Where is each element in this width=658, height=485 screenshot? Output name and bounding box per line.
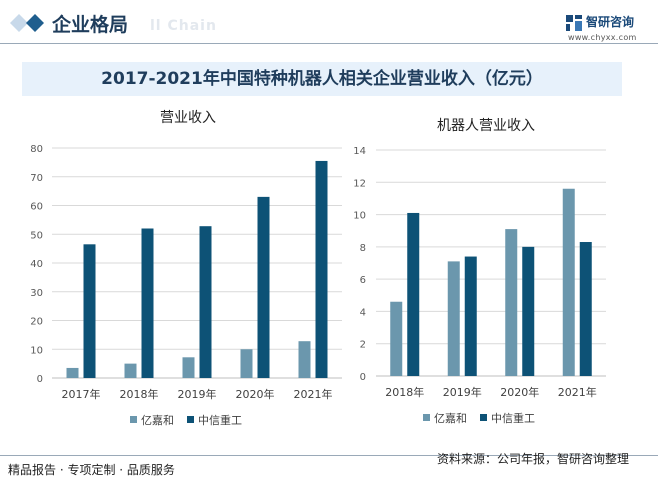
chart-1-y-tick-label: 70 [30,173,43,184]
chart-2-legend-swatch [423,414,430,421]
chart-1-bar-yijiahe [182,357,195,378]
chart-1-bar-citic-heavy [141,228,154,378]
chart-2-bar-yijiahe [505,229,518,376]
chart-1-x-tick-label: 2017年 [62,387,101,401]
chart-2-bar-citic-heavy [464,256,477,376]
chart-1-bar-yijiahe [298,341,311,378]
chart-1-subtitle: 营业收入 [160,110,216,126]
footer-divider [0,455,658,456]
chart-1-y-tick-label: 20 [30,317,43,328]
chart-2-legend-label: 亿嘉和 [434,411,467,425]
chart-1-y-tick-label: 40 [30,259,43,270]
chart-2-x-tick-label: 2018年 [385,385,424,399]
chart-1-legend-label: 中信重工 [198,413,242,427]
chart-1-x-tick-label: 2020年 [236,387,275,401]
chart-1-x-tick-label: 2021年 [294,387,333,401]
chart-2-bar-yijiahe [390,301,403,376]
header-divider [0,43,658,44]
chart-2-y-tick-label: 0 [360,372,366,383]
chart-1-x-tick-label: 2018年 [120,387,159,401]
chart-2-bar-yijiahe [562,188,575,376]
chart-1-legend-label: 亿嘉和 [141,413,174,427]
watermark-text: ll Chain [150,18,217,34]
chart-2-y-tick-label: 10 [353,211,366,222]
header: 企业格局 ll Chain 智研咨询 www.chyxx.com [0,0,658,44]
chart-2-bar-citic-heavy [407,212,420,376]
chart-2-bar-citic-heavy [579,242,592,376]
chart-2-legend-label: 中信重工 [491,411,535,425]
source-note: 资料来源：公司年报，智研咨询整理 [437,452,630,466]
chart-1-y-tick-label: 10 [30,345,43,356]
section-title: 企业格局 [52,14,129,36]
chart-1-bar-yijiahe [240,349,253,378]
chart-title-band: 2017-2021年中国特种机器人相关企业营业收入（亿元） [22,62,622,96]
chart-1-y-tick-label: 0 [37,374,43,385]
chart-1-y-tick-label: 60 [30,202,43,213]
logo-icon [566,15,582,31]
chart-2-y-tick-label: 8 [360,243,366,254]
chart-2-y-tick-label: 6 [360,275,366,286]
chart-1-y-tick-label: 80 [30,144,43,155]
chart-1-bar-citic-heavy [199,226,212,378]
chart-2-x-tick-label: 2020年 [500,385,539,399]
chart-2-x-tick-label: 2021年 [558,385,597,399]
chart-1-x-tick-label: 2019年 [178,387,217,401]
chart-1-y-tick-label: 30 [30,288,43,299]
logo-name: 智研咨询 [586,15,635,29]
chart-1-bar-citic-heavy [315,160,328,378]
diamond-bullet-icon [10,14,44,32]
chart-1-legend-swatch [130,416,137,423]
footer-slogan: 精品报告 · 专项定制 · 品质服务 [8,463,175,477]
chart-2-y-tick-label: 12 [353,178,366,189]
chart-2-bar-yijiahe [447,261,460,376]
chart-1-bar-citic-heavy [257,196,270,378]
chart-2-subtitle: 机器人营业收入 [437,118,535,134]
chart-2-y-tick-label: 4 [360,307,366,318]
chart-1-y-tick-label: 50 [30,230,43,241]
chart-1-bar-citic-heavy [83,244,96,378]
chart-1-legend-swatch [187,416,194,423]
chart-1-bar-yijiahe [124,363,137,378]
chart-2-y-tick-label: 2 [360,340,366,351]
chart-title: 2017-2021年中国特种机器人相关企业营业收入（亿元） [101,69,543,89]
chart-2-y-tick-label: 14 [353,146,366,157]
chart-2-legend-swatch [480,414,487,421]
chart-1-bar-yijiahe [66,367,79,378]
logo-url: www.chyxx.com [568,33,637,42]
chart-2-bar-citic-heavy [522,246,535,376]
chart-2-x-tick-label: 2019年 [443,385,482,399]
